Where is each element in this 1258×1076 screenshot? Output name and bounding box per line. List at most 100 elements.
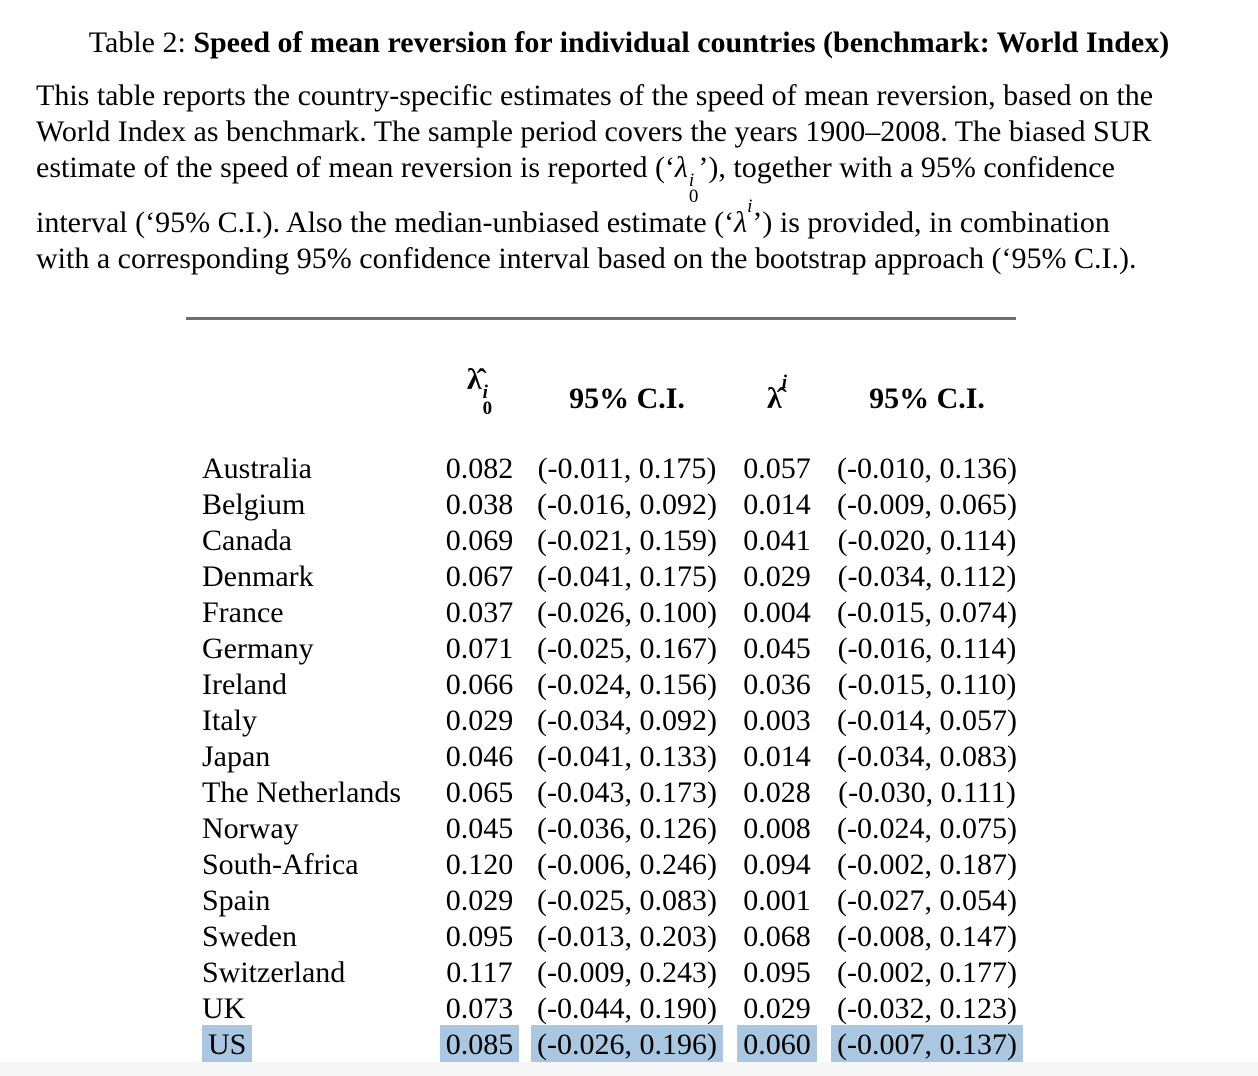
cell-ci0: (-0.036, 0.126) (537, 812, 717, 845)
table-row: The Netherlands 0.065 (-0.043, 0.173) 0.028… (186, 775, 1032, 811)
table-row: South-Africa 0.120 (-0.006, 0.246) 0.094 (-0… (186, 847, 1032, 883)
cell-ci0: (-0.044, 0.190) (537, 992, 717, 1025)
cell-ci: (-0.034, 0.083) (837, 740, 1017, 773)
table-number: Table 2: (88, 26, 194, 59)
cell-lambda0: 0.038 (445, 488, 514, 521)
cell-ci: (-0.030, 0.111) (838, 776, 1016, 809)
cell-lambda0: 0.046 (445, 740, 514, 773)
cell-ci: (-0.015, 0.074) (837, 596, 1017, 629)
cell-lambda0: 0.120 (445, 848, 514, 881)
cell-ci: (-0.002, 0.177) (837, 956, 1017, 989)
cell-country: UK (202, 992, 246, 1025)
subscript-0: 0 (688, 186, 699, 207)
superscript-i: i (688, 170, 695, 191)
cell-ci0: (-0.034, 0.092) (537, 704, 717, 737)
superscript-i: i (747, 196, 753, 218)
cell-ci0: (-0.041, 0.133) (537, 740, 717, 773)
cell-lambda0: 0.071 (445, 632, 514, 665)
cell-lambda: 0.003 (743, 704, 811, 737)
page-bottom-edge (0, 1062, 1258, 1076)
cell-lambda: 0.029 (743, 992, 811, 1025)
cell-ci: (-0.008, 0.147) (837, 920, 1017, 953)
cell-lambda: 0.045 (743, 632, 811, 665)
caption-segment-2: ’), together with a 95% confidence inter… (36, 151, 1115, 239)
subscript-0: 0 (482, 398, 493, 419)
table-row: Norway 0.045 (-0.036, 0.126) 0.008 (-0.024, … (186, 811, 1032, 847)
cell-lambda: 0.057 (743, 452, 811, 485)
col-header-ci-unbiased: 95% C.I. (869, 382, 985, 415)
cell-ci0: (-0.026, 0.196) (522, 1025, 732, 1064)
cell-lambda: 0.008 (743, 812, 811, 845)
cell-lambda: 0.004 (743, 596, 811, 629)
cell-ci: (-0.007, 0.137) (822, 1025, 1032, 1064)
cell-ci: (-0.002, 0.187) (837, 848, 1017, 881)
cell-lambda0: 0.085 (437, 1025, 522, 1064)
table-row: Belgium 0.038 (-0.016, 0.092) 0.014 (-0.009,… (186, 487, 1032, 523)
cell-ci: (-0.010, 0.136) (837, 452, 1017, 485)
table-row: Spain 0.029 (-0.025, 0.083) 0.001 (-0.027, 0… (186, 883, 1032, 919)
cell-ci0: (-0.021, 0.159) (537, 524, 717, 557)
cell-lambda: 0.060 (732, 1025, 822, 1064)
col-header-country (186, 320, 437, 451)
cell-country: Japan (202, 740, 271, 773)
cell-country: Canada (202, 524, 292, 557)
results-table: λ̂ i 0 95% C.I. λ̂i 95% C.I. Australia 0.08… (186, 320, 1032, 1064)
cell-country: The Netherlands (202, 776, 402, 809)
superscript-i: i (781, 372, 788, 394)
cell-lambda: 0.029 (743, 560, 811, 593)
cell-lambda: 0.014 (743, 488, 811, 521)
cell-ci: (-0.016, 0.114) (837, 632, 1017, 665)
cell-ci0: (-0.013, 0.203) (537, 920, 717, 953)
cell-country: South-Africa (202, 848, 359, 881)
caption-segment-1: This table reports the country-specific … (36, 79, 1154, 184)
table-row: Australia 0.082 (-0.011, 0.175) 0.057 (-0.01… (186, 451, 1032, 487)
cell-country: US (186, 1025, 437, 1064)
cell-lambda: 0.014 (743, 740, 811, 773)
cell-lambda0: 0.045 (445, 812, 514, 845)
cell-lambda: 0.094 (743, 848, 811, 881)
table-row: UK 0.073 (-0.044, 0.190) 0.029 (-0.032, 0.12… (186, 991, 1032, 1027)
cell-ci: (-0.024, 0.075) (837, 812, 1017, 845)
table-title: Table 2: Speed of mean reversion for ind… (0, 24, 1258, 62)
cell-lambda0: 0.037 (445, 596, 514, 629)
cell-ci0: (-0.025, 0.167) (537, 632, 717, 665)
cell-lambda0: 0.069 (445, 524, 514, 557)
table-header: λ̂ i 0 95% C.I. λ̂i 95% C.I. (186, 320, 1032, 451)
cell-lambda0: 0.029 (445, 884, 514, 917)
cell-ci: (-0.009, 0.065) (837, 488, 1017, 521)
cell-ci0: (-0.006, 0.246) (537, 848, 717, 881)
cell-ci0: (-0.041, 0.175) (537, 560, 717, 593)
cell-ci0: (-0.011, 0.175) (537, 452, 717, 485)
cell-lambda0: 0.067 (445, 560, 514, 593)
cell-lambda0: 0.065 (445, 776, 514, 809)
cell-ci0: (-0.024, 0.156) (537, 668, 717, 701)
table-row: Japan 0.046 (-0.041, 0.133) 0.014 (-0.034, 0… (186, 739, 1032, 775)
table-title-text: Speed of mean reversion for individual c… (193, 26, 1170, 59)
cell-lambda: 0.095 (743, 956, 811, 989)
lambda-inline-math: λi (734, 197, 752, 239)
cell-country: Switzerland (202, 956, 346, 989)
cell-country: Denmark (202, 560, 314, 593)
cell-ci0: (-0.016, 0.092) (537, 488, 717, 521)
table-row: Sweden 0.095 (-0.013, 0.203) 0.068 (-0.008, … (186, 919, 1032, 955)
cell-ci: (-0.015, 0.110) (837, 668, 1017, 701)
cell-country: Spain (202, 884, 271, 917)
col-header-ci-biased: 95% C.I. (569, 382, 685, 415)
cell-ci: (-0.020, 0.114) (837, 524, 1017, 557)
cell-ci0: (-0.025, 0.083) (537, 884, 717, 917)
table-body: Australia 0.082 (-0.011, 0.175) 0.057 (-0.01… (186, 451, 1032, 1064)
cell-country: Australia (202, 452, 312, 485)
table-row: US 0.085 (-0.026, 0.196) 0.060 (-0.007, 0.13… (186, 1025, 1032, 1064)
col-header-lambda0-hat: λ̂ i 0 (437, 320, 522, 451)
col-header-lambda-hat: λ̂i (732, 320, 822, 451)
table-row: Switzerland 0.117 (-0.009, 0.243) 0.095 (-0.… (186, 955, 1032, 991)
table-row: Denmark 0.067 (-0.041, 0.175) 0.029 (-0.034,… (186, 559, 1032, 595)
cell-country: Norway (202, 812, 299, 845)
cell-ci: (-0.032, 0.123) (837, 992, 1017, 1025)
cell-lambda0: 0.029 (445, 704, 514, 737)
lambda-symbol: λ (734, 206, 748, 239)
table-row: Ireland 0.066 (-0.024, 0.156) 0.036 (-0.015,… (186, 667, 1032, 703)
table-caption: This table reports the country-specific … (36, 78, 1166, 277)
